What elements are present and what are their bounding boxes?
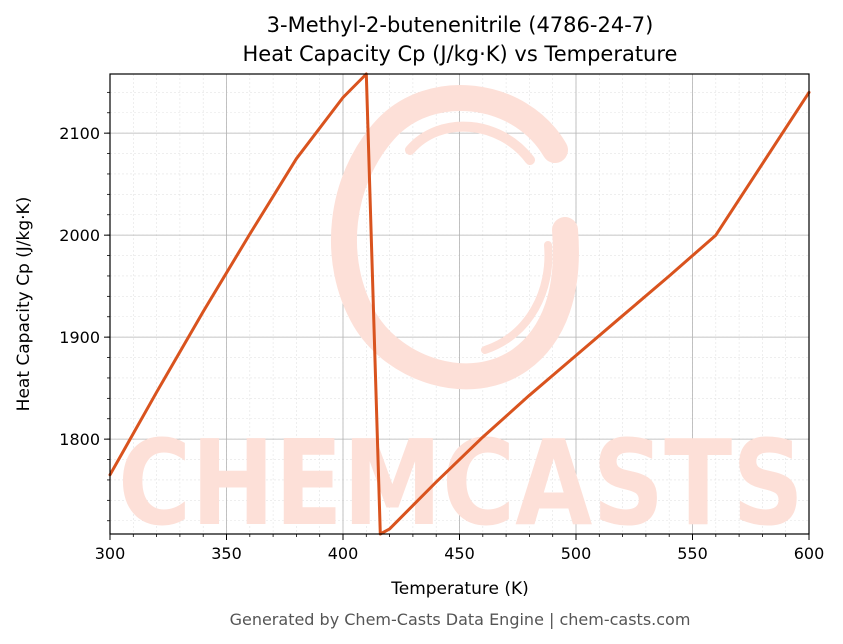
x-axis: 300 350 400 450 500 550 600 (95, 534, 825, 563)
watermark: CHEMCASTS (118, 85, 804, 552)
x-tick-label: 600 (794, 544, 825, 563)
x-tick-label: 300 (95, 544, 126, 563)
x-tick-label: 350 (211, 544, 242, 563)
series-line (108, 72, 811, 536)
y-tick-label: 1800 (59, 430, 100, 449)
x-tick-label: 550 (677, 544, 708, 563)
y-axis: 1800 1900 2000 2100 (59, 91, 110, 522)
chart-subtitle: Heat Capacity Cp (J/kg·K) vs Temperature (243, 42, 678, 66)
y-tick-label: 2000 (59, 226, 100, 245)
y-tick-label: 1900 (59, 328, 100, 347)
x-tick-label: 400 (328, 544, 359, 563)
y-tick-label: 2100 (59, 124, 100, 143)
footer-credit: Generated by Chem-Casts Data Engine | ch… (230, 610, 691, 629)
x-tick-label: 450 (444, 544, 475, 563)
y-axis-label: Heat Capacity Cp (J/kg·K) (14, 197, 34, 412)
x-tick-label: 500 (561, 544, 592, 563)
series-layer (108, 72, 811, 536)
watermark-logo (330, 85, 579, 390)
watermark-text: CHEMCASTS (118, 414, 804, 552)
chart-title: 3-Methyl-2-butenenitrile (4786-24-7) (267, 13, 654, 37)
x-axis-label: Temperature (K) (390, 579, 529, 599)
